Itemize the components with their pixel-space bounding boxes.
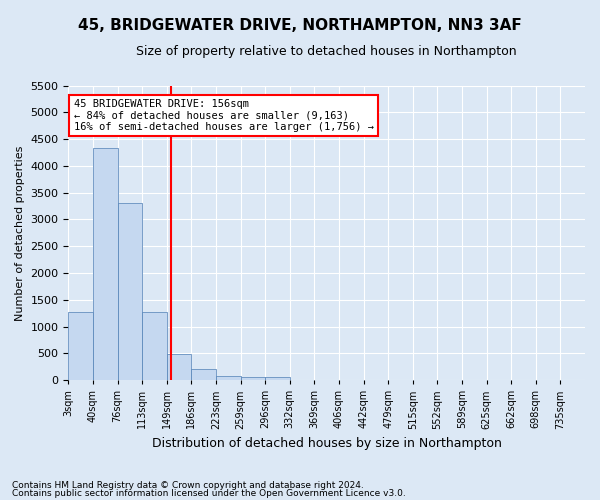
- Bar: [216, 376, 241, 380]
- Bar: [142, 312, 167, 380]
- Text: 45, BRIDGEWATER DRIVE, NORTHAMPTON, NN3 3AF: 45, BRIDGEWATER DRIVE, NORTHAMPTON, NN3 …: [78, 18, 522, 32]
- Bar: [68, 312, 93, 380]
- Title: Size of property relative to detached houses in Northampton: Size of property relative to detached ho…: [136, 45, 517, 58]
- X-axis label: Distribution of detached houses by size in Northampton: Distribution of detached houses by size …: [152, 437, 502, 450]
- Bar: [118, 204, 142, 380]
- Bar: [265, 377, 290, 380]
- Text: Contains public sector information licensed under the Open Government Licence v3: Contains public sector information licen…: [12, 489, 406, 498]
- Text: Contains HM Land Registry data © Crown copyright and database right 2024.: Contains HM Land Registry data © Crown c…: [12, 480, 364, 490]
- Bar: [191, 369, 216, 380]
- Bar: [241, 377, 265, 380]
- Bar: [167, 354, 191, 380]
- Y-axis label: Number of detached properties: Number of detached properties: [15, 145, 25, 320]
- Text: 45 BRIDGEWATER DRIVE: 156sqm
← 84% of detached houses are smaller (9,163)
16% of: 45 BRIDGEWATER DRIVE: 156sqm ← 84% of de…: [74, 99, 374, 132]
- Bar: [93, 148, 118, 380]
